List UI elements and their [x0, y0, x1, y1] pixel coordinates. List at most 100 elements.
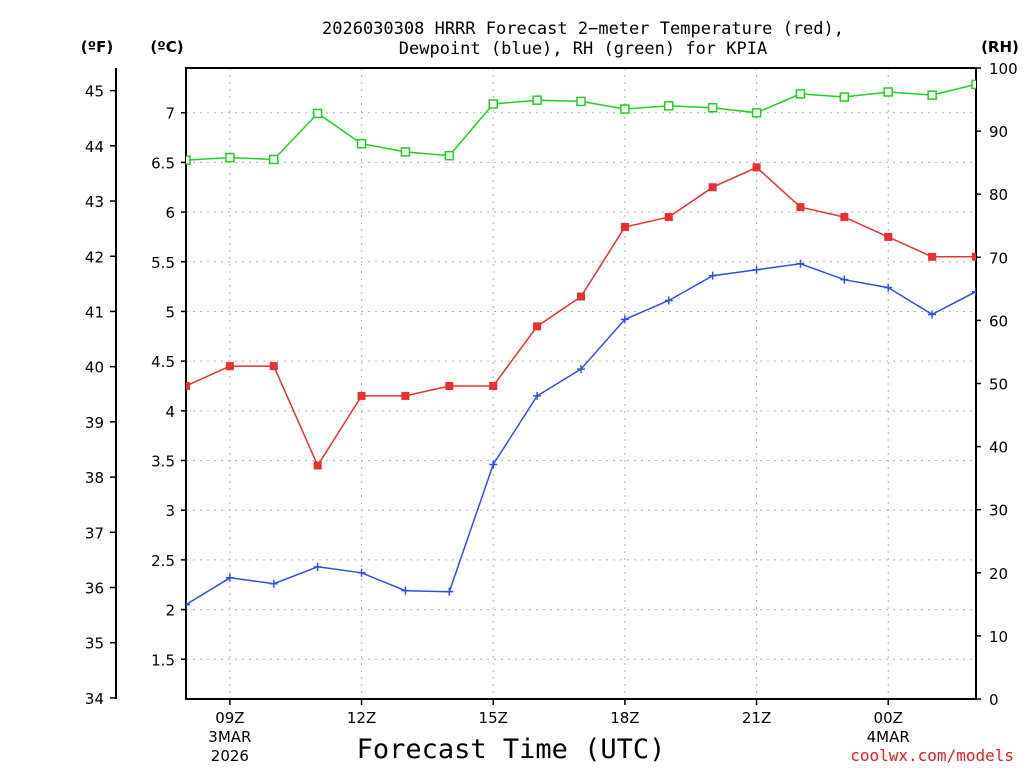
rh-point	[839, 92, 850, 102]
dewpoint-point	[796, 259, 805, 268]
dewpoint-point	[313, 562, 322, 571]
temperature-point	[752, 163, 761, 172]
x-axis-label: Forecast Time (UTC)	[357, 734, 666, 765]
series-temperature	[186, 163, 976, 470]
fahrenheit-tick-label: 44	[85, 138, 104, 156]
dewpoint-point	[489, 460, 498, 469]
dewpoint-point	[664, 296, 673, 305]
rh-point	[751, 108, 762, 118]
rh-point	[532, 95, 542, 105]
celsius-tick-label: 5.5	[151, 254, 175, 272]
rh-point	[883, 87, 893, 97]
rh-point	[927, 90, 937, 100]
fahrenheit-tick-label: 42	[85, 248, 104, 266]
plot-frame	[185, 67, 977, 700]
celsius-axis: 1.5 2 2.5 3 3.5 4 4.5 5 5.5 6 6.5 7	[151, 105, 186, 669]
rh-point	[269, 154, 279, 165]
fahrenheit-tick-label: 40	[85, 359, 104, 377]
rh-tick-label: 100	[989, 60, 1018, 78]
rh-tick-label: 70	[989, 249, 1008, 267]
temperature-point	[708, 183, 717, 192]
rh-tick-label: 60	[989, 312, 1008, 330]
rh-point	[664, 101, 674, 111]
credit-text: coolwx.com/models	[850, 746, 1014, 765]
celsius-tick-label: 1.5	[151, 651, 175, 669]
temperature-point	[796, 203, 805, 212]
dewpoint-point	[533, 391, 542, 400]
fahrenheit-tick-label: 43	[85, 193, 104, 211]
rh-tick-label: 40	[989, 439, 1008, 457]
x-tick-date-label: 3MAR	[208, 728, 251, 746]
rh-tick-label: 10	[989, 628, 1008, 646]
fahrenheit-axis-unit: (ºF)	[81, 38, 113, 56]
temperature-point	[489, 381, 498, 390]
dewpoint-point	[401, 586, 410, 595]
celsius-tick-label: 2	[165, 602, 175, 620]
rh-point	[971, 79, 976, 90]
series-rh	[186, 79, 976, 165]
dewpoint-point	[577, 365, 585, 374]
celsius-tick-label: 5	[165, 303, 175, 321]
celsius-tick-label: 6	[165, 204, 175, 222]
dewpoint-point	[620, 315, 629, 324]
celsius-tick-label: 3.5	[151, 453, 175, 471]
plot-layer: 34 35 36 37 38 39 40 41 42 43 44 45 1.5 2 2.5 3 3.5 4 4.5 5…	[85, 60, 1018, 765]
fahrenheit-tick-label: 34	[85, 690, 104, 708]
rh-point	[400, 147, 411, 157]
gridlines	[186, 68, 976, 699]
x-tick-label: 00Z	[874, 709, 903, 727]
rh-point	[356, 138, 367, 149]
rh-point	[707, 103, 718, 113]
dewpoint-point	[269, 579, 278, 588]
x-tick-year-label: 2026	[211, 747, 249, 765]
fahrenheit-tick-label: 37	[85, 524, 104, 542]
fahrenheit-tick-label: 45	[85, 83, 104, 101]
dewpoint-point	[225, 573, 234, 582]
rh-point	[312, 108, 323, 119]
rh-tick-label: 80	[989, 186, 1008, 204]
rh-point	[488, 99, 498, 109]
rh-axis-unit: (RH)	[981, 38, 1019, 56]
temperature-point	[664, 213, 673, 222]
x-tick-label: 09Z	[215, 709, 244, 727]
temperature-point	[225, 362, 234, 371]
dewpoint-point	[884, 283, 893, 292]
dewpoint-point	[708, 271, 717, 280]
rh-tick-label: 50	[989, 376, 1008, 394]
temperature-point	[928, 252, 937, 261]
rh-point	[225, 152, 235, 163]
rh-point	[576, 96, 586, 107]
temperature-point	[840, 213, 849, 222]
celsius-tick-label: 6.5	[151, 154, 175, 172]
fahrenheit-tick-label: 38	[85, 469, 104, 487]
celsius-tick-label: 4	[165, 403, 175, 421]
chart-subtitle: Dewpoint (blue), RH (green) for KPIA	[399, 39, 767, 59]
x-tick-label: 12Z	[347, 709, 376, 727]
dewpoint-point	[357, 568, 366, 577]
x-tick-label: 18Z	[610, 709, 639, 727]
rh-point	[186, 155, 191, 165]
temperature-point	[313, 461, 322, 470]
fahrenheit-tick-label: 41	[85, 303, 104, 321]
rh-axis: 0 10 20 30 40 50 60 70 80 90 100	[976, 60, 1018, 709]
temperature-point	[533, 322, 542, 331]
fahrenheit-tick-label: 39	[85, 414, 104, 432]
rh-tick-label: 30	[989, 502, 1008, 520]
x-tick-label: 21Z	[742, 709, 771, 727]
rh-tick-label: 20	[989, 565, 1008, 583]
dewpoint-point	[840, 275, 849, 284]
x-tick-date-label: 4MAR	[867, 728, 910, 746]
series-line-temperature	[186, 166, 976, 468]
celsius-tick-label: 4.5	[151, 353, 175, 371]
rh-tick-label: 90	[989, 123, 1008, 141]
x-tick-label: 15Z	[479, 709, 508, 727]
series-line-rh	[186, 83, 976, 161]
temperature-point	[269, 362, 278, 371]
rh-tick-label: 0	[989, 691, 999, 709]
temperature-point	[884, 232, 893, 241]
temperature-point	[357, 391, 366, 400]
temperature-point	[401, 391, 410, 400]
